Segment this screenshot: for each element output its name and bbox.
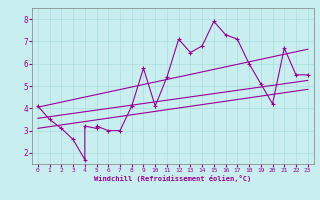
X-axis label: Windchill (Refroidissement éolien,°C): Windchill (Refroidissement éolien,°C) bbox=[94, 175, 252, 182]
